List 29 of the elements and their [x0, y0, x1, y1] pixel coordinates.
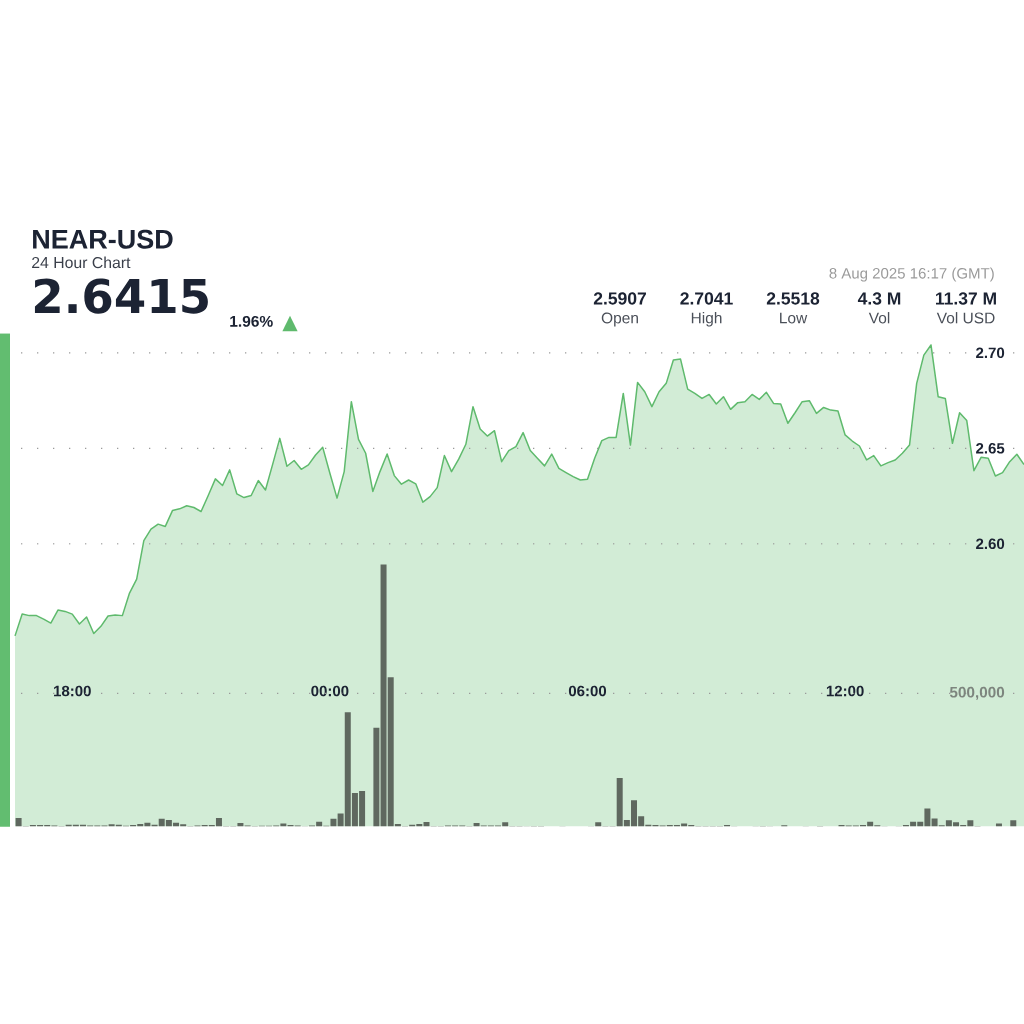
y-tick-label: 2.70: [976, 347, 1005, 359]
text: 1.96%: [230, 315, 273, 327]
bar: [373, 727, 380, 827]
text: ▲: [282, 315, 298, 332]
bar: [15, 817, 22, 827]
text: High: [691, 312, 722, 327]
text: 8 Aug 2025 16:17 (GMT): [829, 267, 994, 282]
chart-title: NEAR-USD: [33, 229, 173, 249]
text: 2.5907: [593, 292, 646, 305]
y-tick-label: 2.65: [976, 442, 1005, 454]
text: 2.7041: [680, 292, 733, 305]
text: Vol USD: [936, 312, 995, 324]
bar: [595, 822, 602, 827]
x-tick-label: 12:00: [826, 685, 864, 697]
bar: [1010, 820, 1017, 827]
y-tick-label: 2.60: [976, 538, 1005, 550]
x-tick-label: 00:00: [311, 685, 349, 697]
text: 4.3 M: [857, 292, 901, 305]
x-tick-label: 06:00: [568, 685, 607, 697]
text: Vol: [868, 312, 890, 324]
text: Low: [780, 312, 808, 324]
y2-tick-label: 500,000: [949, 686, 1005, 700]
chart-subtitle: 24 Hour Chart: [32, 256, 131, 269]
bar: [330, 818, 337, 827]
text: Open: [601, 312, 638, 327]
x-tick-label: 18:00: [54, 685, 91, 697]
text: 2.5518: [766, 292, 820, 305]
text: 11.37 M: [936, 292, 996, 305]
text: 2.6415: [34, 278, 208, 314]
